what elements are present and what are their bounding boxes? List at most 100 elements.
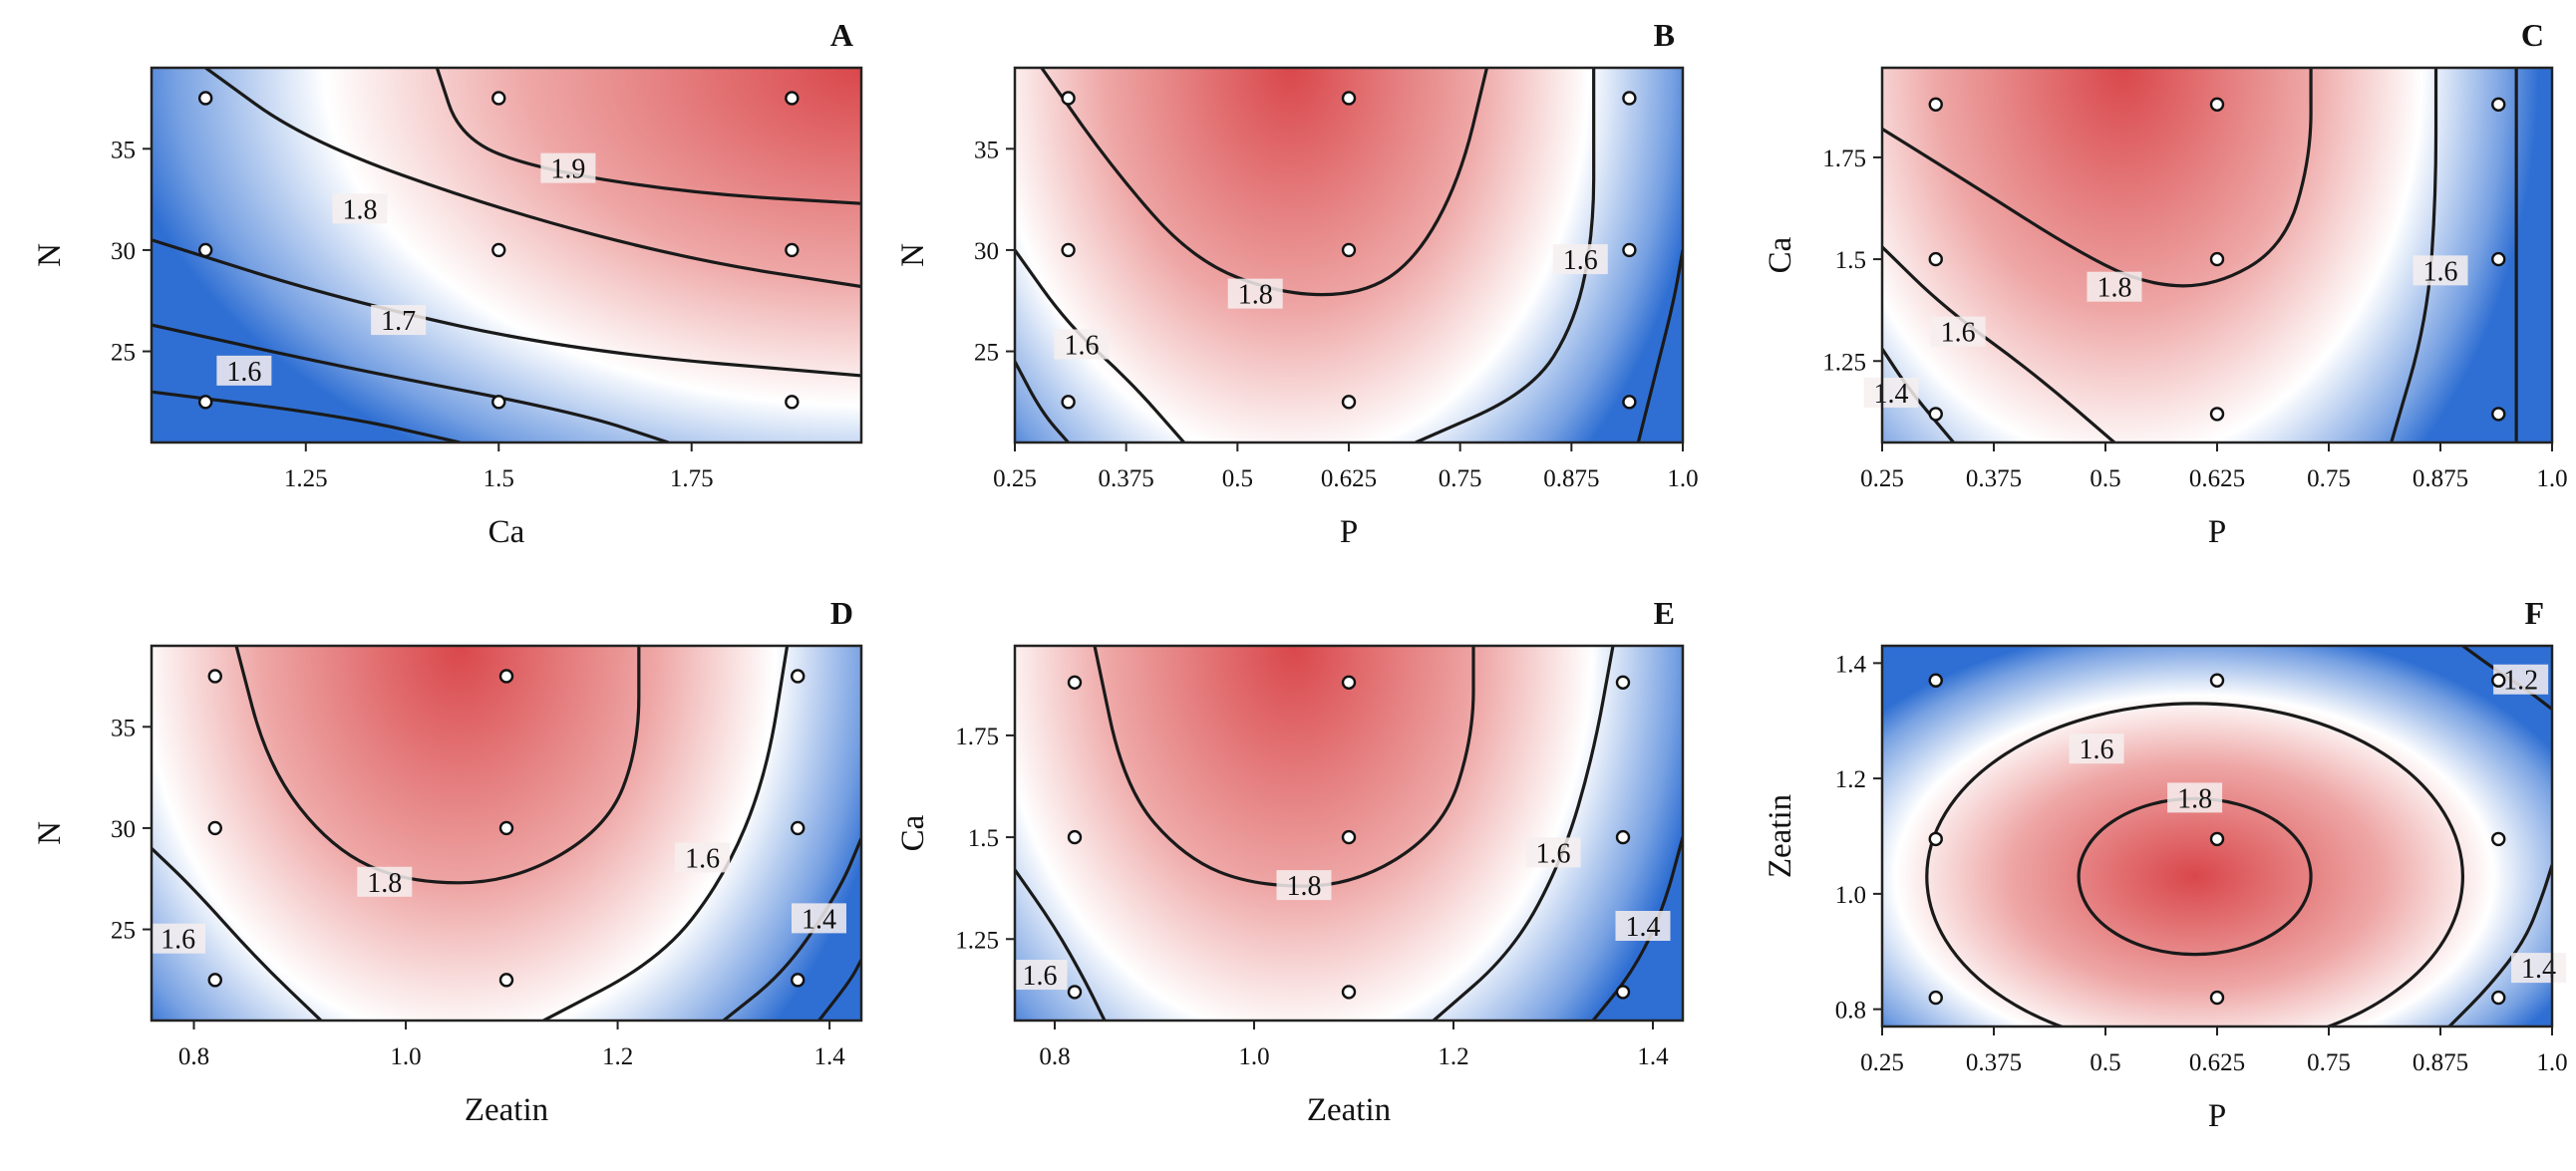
- contour-label: 1.4: [1626, 912, 1661, 943]
- y-axis-label: Ca: [1763, 236, 1798, 273]
- design-point: [498, 669, 514, 684]
- y-tick-label: 1.5: [968, 825, 999, 852]
- contour-label: 1.4: [2521, 954, 2556, 985]
- panel-label: B: [1654, 17, 1675, 53]
- design-point: [197, 242, 213, 258]
- design-point: [2209, 251, 2225, 267]
- y-tick-label: 35: [111, 137, 136, 163]
- panel-a: 1.6 1.7 1.8 1.9 1.25 1.5 1.75 25 30 35 Ca N A: [32, 17, 863, 550]
- design-point: [1622, 91, 1637, 106]
- contour-label-bg: [540, 152, 596, 183]
- x-tick-label: 1.0: [2536, 465, 2567, 492]
- x-tick-label: 0.8: [1039, 1043, 1070, 1070]
- design-point: [785, 395, 800, 410]
- x-tick-label: 0.375: [1966, 465, 2022, 492]
- contour-label-bg: [2413, 255, 2468, 286]
- y-tick-label: 25: [974, 340, 999, 367]
- contour-label-bg: [1615, 911, 1671, 941]
- contour-line: [204, 68, 861, 289]
- x-tick-label: 0.875: [2413, 1049, 2468, 1076]
- y-tick-label: 30: [111, 816, 136, 843]
- design-point: [1061, 395, 1076, 410]
- x-axis-label: Zeatin: [465, 1092, 548, 1128]
- design-point: [2209, 990, 2225, 1006]
- y-tick-label: 0.8: [1835, 998, 1866, 1025]
- x-tick-label: 0.875: [1543, 465, 1599, 492]
- y-axis-label: Ca: [895, 814, 931, 851]
- y-axis-label: Zeatin: [1763, 794, 1798, 878]
- x-axis-label: Ca: [488, 514, 525, 550]
- design-point: [1928, 407, 1943, 422]
- design-point: [791, 973, 805, 988]
- contour-line: [1415, 68, 1596, 442]
- y-tick-label: 1.0: [1835, 882, 1866, 909]
- design-point: [2209, 407, 2225, 422]
- x-tick-label: 1.75: [670, 465, 714, 492]
- contour-label: 1.6: [226, 357, 261, 388]
- contour-label: 1.8: [2177, 783, 2212, 814]
- panel-e: 1.4 1.6 1.6 1.8 0.8 1.0 1.2 1.4 1.25 1.5 1.75 Zeati…: [895, 595, 1685, 1128]
- y-axis-label: N: [32, 821, 68, 845]
- panel-label: C: [2521, 17, 2544, 53]
- x-tick-label: 0.8: [178, 1043, 209, 1070]
- contour-label: 1.8: [2096, 273, 2131, 304]
- x-tick-label: 0.625: [2189, 1049, 2245, 1076]
- design-point: [2491, 990, 2506, 1006]
- y-tick-label: 1.25: [955, 927, 999, 954]
- contour-line: [1591, 836, 1683, 1021]
- contour-line: [152, 323, 670, 442]
- contour-label-bg: [2511, 953, 2567, 984]
- panel-label: A: [830, 17, 853, 53]
- contour-label: 1.6: [1941, 318, 1976, 349]
- contour-label: 1.6: [2423, 256, 2458, 287]
- y-tick-label: 1.5: [1835, 247, 1866, 274]
- contour-label: 1.6: [685, 843, 720, 874]
- contour-line: [1015, 868, 1107, 1021]
- contour-line: [1882, 245, 2116, 442]
- x-tick-label: 0.25: [1860, 1049, 1904, 1076]
- design-point: [1615, 829, 1631, 845]
- y-tick-label: 25: [111, 918, 136, 945]
- y-tick-label: 30: [974, 238, 999, 265]
- contour-line: [817, 959, 861, 1021]
- design-point: [2491, 97, 2506, 112]
- x-tick-label: 0.75: [2307, 465, 2351, 492]
- x-tick-label: 0.25: [1860, 465, 1904, 492]
- x-axis-label: Zeatin: [1307, 1092, 1391, 1128]
- contour-label-bg: [2069, 733, 2124, 764]
- contour-label-bg: [1012, 960, 1068, 991]
- contour-label: 1.6: [1563, 245, 1598, 276]
- design-point: [197, 395, 213, 410]
- contour-label: 1.9: [550, 154, 585, 185]
- design-point: [1622, 395, 1637, 410]
- design-point: [1061, 91, 1076, 106]
- design-point: [1622, 242, 1637, 258]
- design-point: [2491, 407, 2506, 422]
- design-point: [1341, 242, 1357, 258]
- design-point: [491, 395, 506, 410]
- design-point: [1341, 675, 1357, 690]
- design-point: [785, 242, 800, 258]
- x-tick-label: 0.625: [1321, 465, 1377, 492]
- x-tick-label: 0.5: [1222, 465, 1253, 492]
- contour-line: [152, 238, 861, 378]
- panel-f: 1.2 1.4 1.6 1.8 0.25 0.375 0.5 0.625 0.75 0.875 1.…: [1763, 595, 2568, 1134]
- y-tick-label: 1.75: [1822, 146, 1866, 172]
- contour-line: [234, 646, 641, 885]
- x-tick-label: 1.25: [284, 465, 328, 492]
- y-tick-label: 1.75: [955, 724, 999, 750]
- design-point: [2491, 831, 2506, 847]
- contour-label-bg: [357, 866, 413, 897]
- design-point: [2491, 251, 2506, 267]
- contour-label-bg: [371, 305, 427, 336]
- contour-label: 1.8: [1287, 871, 1322, 902]
- contour-line: [1636, 249, 1683, 442]
- contour-line: [1040, 68, 1489, 297]
- x-tick-label: 1.0: [1238, 1043, 1269, 1070]
- design-point: [1061, 242, 1076, 258]
- contour-label-bg: [1525, 837, 1581, 868]
- y-tick-label: 30: [111, 238, 136, 265]
- design-point: [1928, 97, 1943, 112]
- contour-label-bg: [1227, 278, 1283, 309]
